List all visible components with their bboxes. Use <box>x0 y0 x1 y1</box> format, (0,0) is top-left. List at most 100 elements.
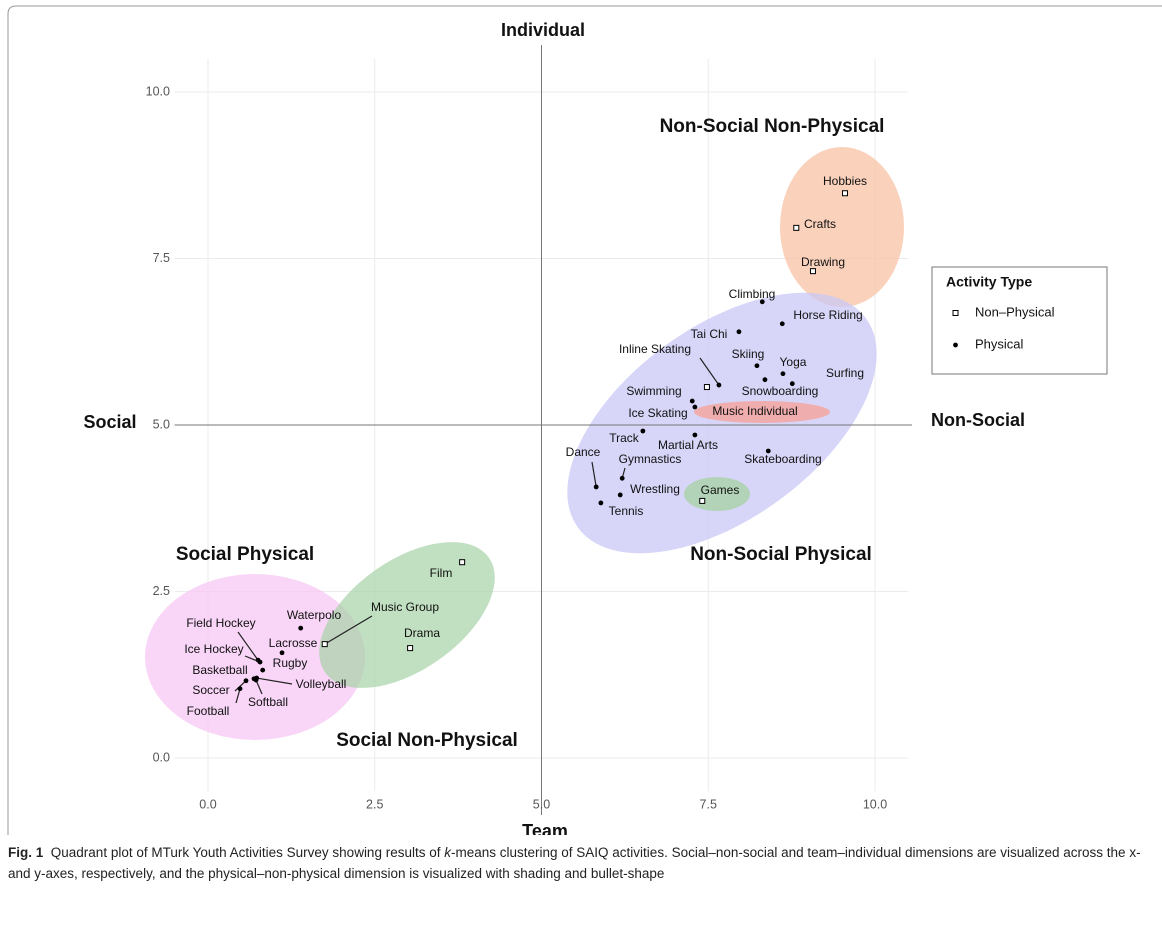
point-label: Inline Skating <box>619 342 691 356</box>
point <box>619 475 625 481</box>
point <box>699 497 706 504</box>
cluster-label: Social Physical <box>176 544 314 565</box>
point-label: Crafts <box>804 217 836 231</box>
point-label: Drama <box>404 626 440 640</box>
point-label: Music Individual <box>712 404 797 418</box>
x-tick-label: 10.0 <box>863 797 887 811</box>
caption-label: Fig. 1 <box>8 845 44 860</box>
cluster-ellipse <box>694 401 830 423</box>
point <box>257 659 263 665</box>
right-label: Non-Social <box>931 410 1025 430</box>
point <box>298 625 304 631</box>
cluster-ellipse <box>567 292 877 554</box>
point-label: Basketball <box>192 663 247 677</box>
point <box>762 377 768 383</box>
top-label: Individual <box>501 20 585 40</box>
point-label: Film <box>430 566 453 580</box>
point-label: Tai Chi <box>691 327 728 341</box>
cluster-label: Non-Social Physical <box>690 544 872 565</box>
y-tick-label: 2.5 <box>153 584 170 598</box>
point-label: Lacrosse <box>269 636 318 650</box>
point-label: Snowboarding <box>742 384 819 398</box>
caption-italic: k <box>444 845 451 860</box>
leader-line <box>591 461 597 488</box>
x-tick-label: 5.0 <box>533 797 550 811</box>
point-label: Wrestling <box>630 482 680 496</box>
point-label: Surfing <box>826 366 864 380</box>
point-label: Yoga <box>780 355 807 369</box>
point <box>593 484 599 490</box>
leader-line <box>255 679 263 695</box>
point-label: Ice Skating <box>628 406 687 420</box>
point-label: Rugby <box>273 656 308 670</box>
point <box>703 384 710 391</box>
x-tick-label: 7.5 <box>700 797 717 811</box>
x-tick-label: 2.5 <box>366 797 383 811</box>
bottom-label: Team <box>522 821 568 835</box>
cluster-label: Social Non-Physical <box>336 730 518 751</box>
point-label: Tennis <box>609 504 644 518</box>
point-label: Horse Riding <box>793 308 862 322</box>
point-label: Soccer <box>192 683 229 697</box>
cluster-ellipse <box>319 542 495 688</box>
caption-text: Quadrant plot of MTurk Youth Activities … <box>50 845 445 860</box>
point <box>407 645 414 652</box>
leader-line <box>324 615 373 645</box>
point <box>640 428 646 434</box>
point <box>789 381 795 387</box>
point <box>736 329 742 335</box>
leader-line <box>699 357 720 386</box>
point-label: Drawing <box>801 255 845 269</box>
point-label: Dance <box>566 445 601 459</box>
leader-line <box>244 655 261 663</box>
cluster-ellipse <box>780 147 904 307</box>
point-label: Ice Hockey <box>184 642 243 656</box>
point <box>321 641 328 648</box>
point-label: Skiing <box>732 347 765 361</box>
cluster-label: Non-Social Non-Physical <box>660 116 885 137</box>
point-label: Climbing <box>729 287 776 301</box>
legend-label: Physical <box>975 336 1024 351</box>
point <box>260 667 266 673</box>
point <box>793 224 800 231</box>
legend: Activity Type <box>931 266 1108 375</box>
axes <box>174 45 912 815</box>
point <box>617 492 623 498</box>
y-tick-label: 5.0 <box>153 417 170 431</box>
point <box>692 404 698 410</box>
x-tick-label: 0.0 <box>199 797 216 811</box>
leader-line <box>235 688 241 704</box>
point <box>279 650 285 656</box>
cluster-ellipse <box>145 574 365 740</box>
point-label: Games <box>701 483 740 497</box>
point <box>809 268 816 275</box>
caption-text: -means clustering of SAIQ activities. So… <box>8 845 1141 881</box>
point-label: Football <box>187 704 230 718</box>
point <box>779 321 785 327</box>
point-label: Swimming <box>626 384 681 398</box>
point-label: Gymnastics <box>619 452 682 466</box>
point-label: Music Group <box>371 600 439 614</box>
point <box>716 382 722 388</box>
point-label: Softball <box>248 695 288 709</box>
legend-marker <box>952 310 959 316</box>
frame <box>7 5 1162 835</box>
point <box>692 432 698 438</box>
point <box>765 448 771 454</box>
chart: Individual Team Social Non-Social Non-So… <box>7 5 1162 835</box>
point-label: Waterpolo <box>287 608 342 622</box>
legend-title: Activity Type <box>946 274 1032 290</box>
y-tick-label: 0.0 <box>153 750 170 764</box>
leader-line <box>237 631 259 661</box>
point <box>841 190 848 197</box>
point-label: Skateboarding <box>744 452 821 466</box>
point <box>253 677 259 683</box>
point <box>243 678 249 684</box>
point <box>237 686 243 692</box>
point <box>598 500 604 506</box>
y-tick-label: 10.0 <box>146 84 170 98</box>
point-label: Track <box>609 431 640 445</box>
point-label: Hobbies <box>823 174 867 188</box>
point <box>754 363 760 369</box>
